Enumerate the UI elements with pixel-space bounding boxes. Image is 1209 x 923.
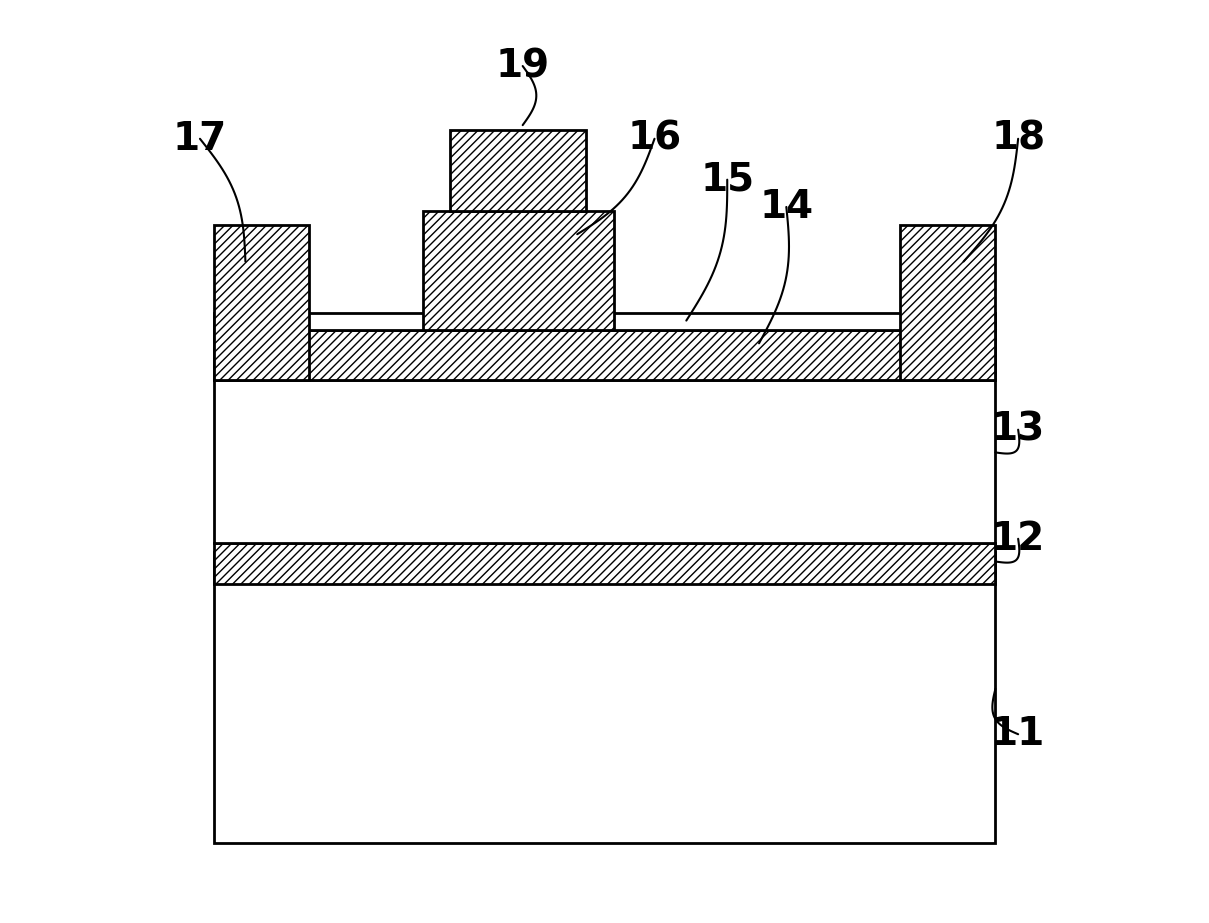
- Text: 13: 13: [991, 411, 1046, 449]
- Text: 11: 11: [991, 715, 1046, 753]
- Text: 12: 12: [991, 520, 1046, 557]
- Bar: [450, 129, 586, 211]
- Text: 17: 17: [173, 120, 227, 158]
- Bar: [214, 225, 310, 379]
- Bar: [214, 544, 995, 584]
- Text: 15: 15: [700, 161, 754, 198]
- Bar: [899, 225, 995, 379]
- Bar: [214, 330, 995, 379]
- Text: 16: 16: [627, 120, 682, 158]
- Bar: [423, 211, 614, 330]
- Text: 19: 19: [496, 47, 550, 85]
- Bar: [214, 313, 995, 330]
- Text: 18: 18: [991, 120, 1046, 158]
- Text: 14: 14: [759, 188, 814, 226]
- Bar: [214, 552, 995, 844]
- Bar: [214, 379, 995, 544]
